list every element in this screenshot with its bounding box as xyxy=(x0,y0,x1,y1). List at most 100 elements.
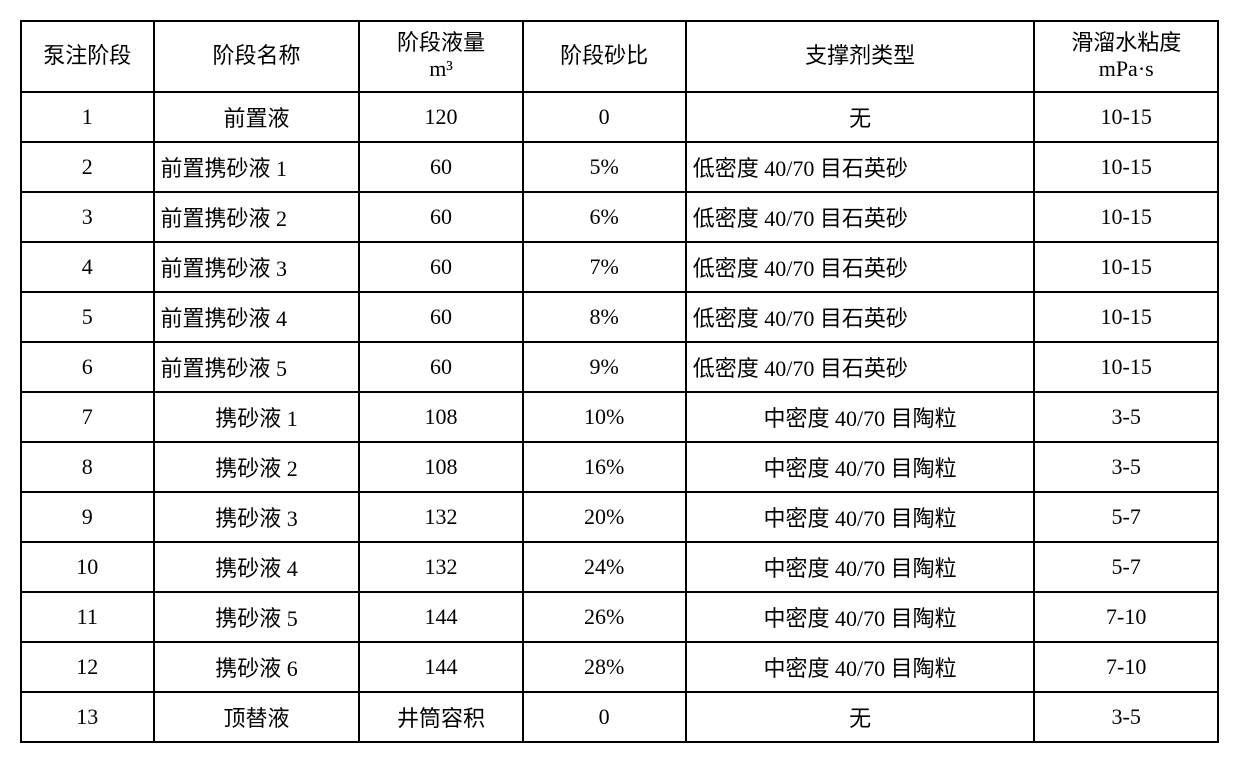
cell-fluid-volume: 108 xyxy=(359,392,522,442)
cell-fluid-volume: 132 xyxy=(359,492,522,542)
table-body: 1前置液1200无10-152前置携砂液 1605%低密度 40/70 目石英砂… xyxy=(21,92,1218,742)
cell-sand-ratio: 9% xyxy=(523,342,686,392)
cell-viscosity: 3-5 xyxy=(1034,692,1218,742)
cell-proppant-type: 中密度 40/70 目陶粒 xyxy=(686,642,1035,692)
cell-proppant-type: 无 xyxy=(686,92,1035,142)
cell-proppant-type: 中密度 40/70 目陶粒 xyxy=(686,442,1035,492)
cell-fluid-volume: 120 xyxy=(359,92,522,142)
cell-stage-name: 携砂液 4 xyxy=(154,542,360,592)
cell-fluid-volume: 60 xyxy=(359,342,522,392)
cell-proppant-type: 中密度 40/70 目陶粒 xyxy=(686,592,1035,642)
table-row: 7携砂液 110810%中密度 40/70 目陶粒3-5 xyxy=(21,392,1218,442)
cell-sand-ratio: 24% xyxy=(523,542,686,592)
cell-viscosity: 5-7 xyxy=(1034,492,1218,542)
table-row: 10携砂液 413224%中密度 40/70 目陶粒5-7 xyxy=(21,542,1218,592)
cell-fluid-volume: 60 xyxy=(359,142,522,192)
header-pump-stage: 泵注阶段 xyxy=(21,21,154,92)
header-viscosity-line2: mPa·s xyxy=(1099,56,1154,81)
header-proppant-type: 支撑剂类型 xyxy=(686,21,1035,92)
cell-sand-ratio: 8% xyxy=(523,292,686,342)
cell-proppant-type: 低密度 40/70 目石英砂 xyxy=(686,292,1035,342)
cell-sand-ratio: 5% xyxy=(523,142,686,192)
table-header: 泵注阶段 阶段名称 阶段液量 m³ 阶段砂比 支撑剂类型 滑溜水粘度 mPa·s xyxy=(21,21,1218,92)
cell-pump-stage: 12 xyxy=(21,642,154,692)
cell-fluid-volume: 井筒容积 xyxy=(359,692,522,742)
cell-pump-stage: 4 xyxy=(21,242,154,292)
cell-pump-stage: 8 xyxy=(21,442,154,492)
cell-pump-stage: 11 xyxy=(21,592,154,642)
cell-pump-stage: 6 xyxy=(21,342,154,392)
cell-viscosity: 7-10 xyxy=(1034,592,1218,642)
table-row: 2前置携砂液 1605%低密度 40/70 目石英砂10-15 xyxy=(21,142,1218,192)
cell-pump-stage: 5 xyxy=(21,292,154,342)
header-sand-ratio: 阶段砂比 xyxy=(523,21,686,92)
table-row: 13顶替液井筒容积0无3-5 xyxy=(21,692,1218,742)
table-row: 12携砂液 614428%中密度 40/70 目陶粒7-10 xyxy=(21,642,1218,692)
cell-sand-ratio: 26% xyxy=(523,592,686,642)
cell-pump-stage: 9 xyxy=(21,492,154,542)
cell-stage-name: 前置携砂液 2 xyxy=(154,192,360,242)
cell-proppant-type: 低密度 40/70 目石英砂 xyxy=(686,192,1035,242)
cell-sand-ratio: 16% xyxy=(523,442,686,492)
cell-stage-name: 携砂液 1 xyxy=(154,392,360,442)
cell-stage-name: 前置携砂液 1 xyxy=(154,142,360,192)
cell-viscosity: 5-7 xyxy=(1034,542,1218,592)
table-row: 9携砂液 313220%中密度 40/70 目陶粒5-7 xyxy=(21,492,1218,542)
cell-proppant-type: 低密度 40/70 目石英砂 xyxy=(686,242,1035,292)
cell-viscosity: 10-15 xyxy=(1034,192,1218,242)
cell-proppant-type: 中密度 40/70 目陶粒 xyxy=(686,392,1035,442)
header-viscosity: 滑溜水粘度 mPa·s xyxy=(1034,21,1218,92)
cell-viscosity: 10-15 xyxy=(1034,342,1218,392)
cell-fluid-volume: 60 xyxy=(359,242,522,292)
cell-fluid-volume: 108 xyxy=(359,442,522,492)
cell-fluid-volume: 132 xyxy=(359,542,522,592)
cell-stage-name: 携砂液 2 xyxy=(154,442,360,492)
table-row: 4前置携砂液 3607%低密度 40/70 目石英砂10-15 xyxy=(21,242,1218,292)
cell-stage-name: 前置携砂液 4 xyxy=(154,292,360,342)
cell-stage-name: 前置液 xyxy=(154,92,360,142)
header-fluid-volume-line2: m³ xyxy=(429,56,453,81)
cell-viscosity: 3-5 xyxy=(1034,442,1218,492)
cell-fluid-volume: 60 xyxy=(359,192,522,242)
cell-stage-name: 顶替液 xyxy=(154,692,360,742)
cell-pump-stage: 10 xyxy=(21,542,154,592)
table-row: 6前置携砂液 5609%低密度 40/70 目石英砂10-15 xyxy=(21,342,1218,392)
cell-fluid-volume: 144 xyxy=(359,642,522,692)
header-fluid-volume: 阶段液量 m³ xyxy=(359,21,522,92)
table-row: 11携砂液 514426%中密度 40/70 目陶粒7-10 xyxy=(21,592,1218,642)
cell-sand-ratio: 28% xyxy=(523,642,686,692)
cell-viscosity: 7-10 xyxy=(1034,642,1218,692)
cell-stage-name: 前置携砂液 3 xyxy=(154,242,360,292)
cell-proppant-type: 中密度 40/70 目陶粒 xyxy=(686,542,1035,592)
cell-pump-stage: 7 xyxy=(21,392,154,442)
header-fluid-volume-line1: 阶段液量 xyxy=(397,30,485,55)
cell-pump-stage: 13 xyxy=(21,692,154,742)
header-viscosity-line1: 滑溜水粘度 xyxy=(1071,30,1181,55)
cell-stage-name: 携砂液 5 xyxy=(154,592,360,642)
cell-proppant-type: 无 xyxy=(686,692,1035,742)
cell-proppant-type: 低密度 40/70 目石英砂 xyxy=(686,342,1035,392)
cell-pump-stage: 3 xyxy=(21,192,154,242)
cell-viscosity: 3-5 xyxy=(1034,392,1218,442)
table-row: 5前置携砂液 4608%低密度 40/70 目石英砂10-15 xyxy=(21,292,1218,342)
cell-sand-ratio: 7% xyxy=(523,242,686,292)
cell-sand-ratio: 20% xyxy=(523,492,686,542)
table-row: 8携砂液 210816%中密度 40/70 目陶粒3-5 xyxy=(21,442,1218,492)
table-row: 3前置携砂液 2606%低密度 40/70 目石英砂10-15 xyxy=(21,192,1218,242)
cell-proppant-type: 中密度 40/70 目陶粒 xyxy=(686,492,1035,542)
cell-sand-ratio: 10% xyxy=(523,392,686,442)
cell-stage-name: 携砂液 3 xyxy=(154,492,360,542)
cell-fluid-volume: 144 xyxy=(359,592,522,642)
cell-sand-ratio: 0 xyxy=(523,92,686,142)
cell-viscosity: 10-15 xyxy=(1034,142,1218,192)
cell-pump-stage: 2 xyxy=(21,142,154,192)
header-stage-name: 阶段名称 xyxy=(154,21,360,92)
header-row: 泵注阶段 阶段名称 阶段液量 m³ 阶段砂比 支撑剂类型 滑溜水粘度 mPa·s xyxy=(21,21,1218,92)
cell-stage-name: 前置携砂液 5 xyxy=(154,342,360,392)
cell-sand-ratio: 6% xyxy=(523,192,686,242)
cell-proppant-type: 低密度 40/70 目石英砂 xyxy=(686,142,1035,192)
cell-fluid-volume: 60 xyxy=(359,292,522,342)
table-row: 1前置液1200无10-15 xyxy=(21,92,1218,142)
cell-viscosity: 10-15 xyxy=(1034,292,1218,342)
cell-stage-name: 携砂液 6 xyxy=(154,642,360,692)
